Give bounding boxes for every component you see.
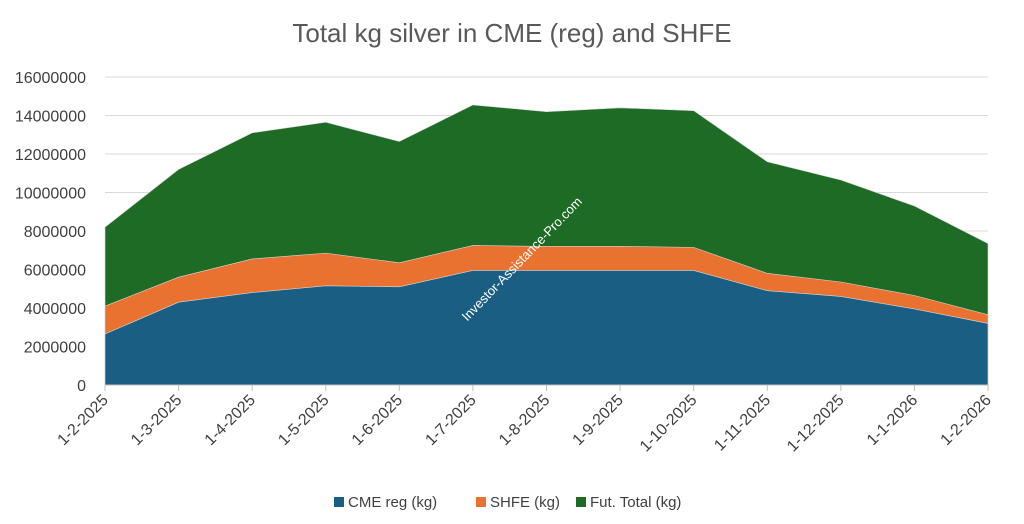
y-tick-label: 12000000 bbox=[15, 147, 86, 164]
x-tick-label: 1-10-2025 bbox=[637, 392, 701, 456]
x-tick-label: 1-5-2025 bbox=[275, 392, 332, 449]
y-tick-label: 6000000 bbox=[24, 263, 86, 280]
y-tick-label: 16000000 bbox=[15, 70, 86, 87]
x-tick-label: 1-9-2025 bbox=[570, 392, 627, 449]
plot-areas bbox=[104, 104, 989, 386]
x-tick-label: 1-8-2025 bbox=[496, 392, 553, 449]
legend-label: Fut. Total (kg) bbox=[590, 494, 681, 511]
chart-title: Total kg silver in CME (reg) and SHFE bbox=[292, 18, 731, 48]
legend-label: CME reg (kg) bbox=[348, 494, 437, 511]
y-tick-label: 4000000 bbox=[24, 301, 86, 318]
legend: CME reg (kg) SHFE (kg) Fut. Total (kg) bbox=[334, 494, 681, 511]
x-tick-label: 1-2-2026 bbox=[938, 392, 995, 449]
x-tick-label: 1-7-2025 bbox=[422, 392, 479, 449]
x-tick-label: 1-1-2026 bbox=[864, 392, 921, 449]
x-tick-label: 1-11-2025 bbox=[711, 392, 774, 455]
x-tick-label: 1-12-2025 bbox=[784, 392, 848, 456]
x-tick-label: 1-2-2025 bbox=[55, 392, 112, 449]
y-tick-label: 0 bbox=[77, 378, 86, 395]
x-tick-label: 1-6-2025 bbox=[349, 392, 406, 449]
y-tick-label: 2000000 bbox=[24, 340, 86, 357]
legend-swatch bbox=[476, 497, 486, 507]
y-tick-label: 8000000 bbox=[24, 224, 86, 241]
legend-label: SHFE (kg) bbox=[490, 494, 560, 511]
x-tick-label: 1-3-2025 bbox=[128, 392, 185, 449]
legend-swatch bbox=[576, 497, 586, 507]
legend-swatch bbox=[334, 497, 344, 507]
x-tick-label: 1-4-2025 bbox=[202, 392, 259, 449]
area-cme-reg-kg bbox=[104, 270, 989, 386]
y-tick-label: 10000000 bbox=[15, 186, 86, 203]
y-tick-label: 14000000 bbox=[15, 109, 86, 126]
